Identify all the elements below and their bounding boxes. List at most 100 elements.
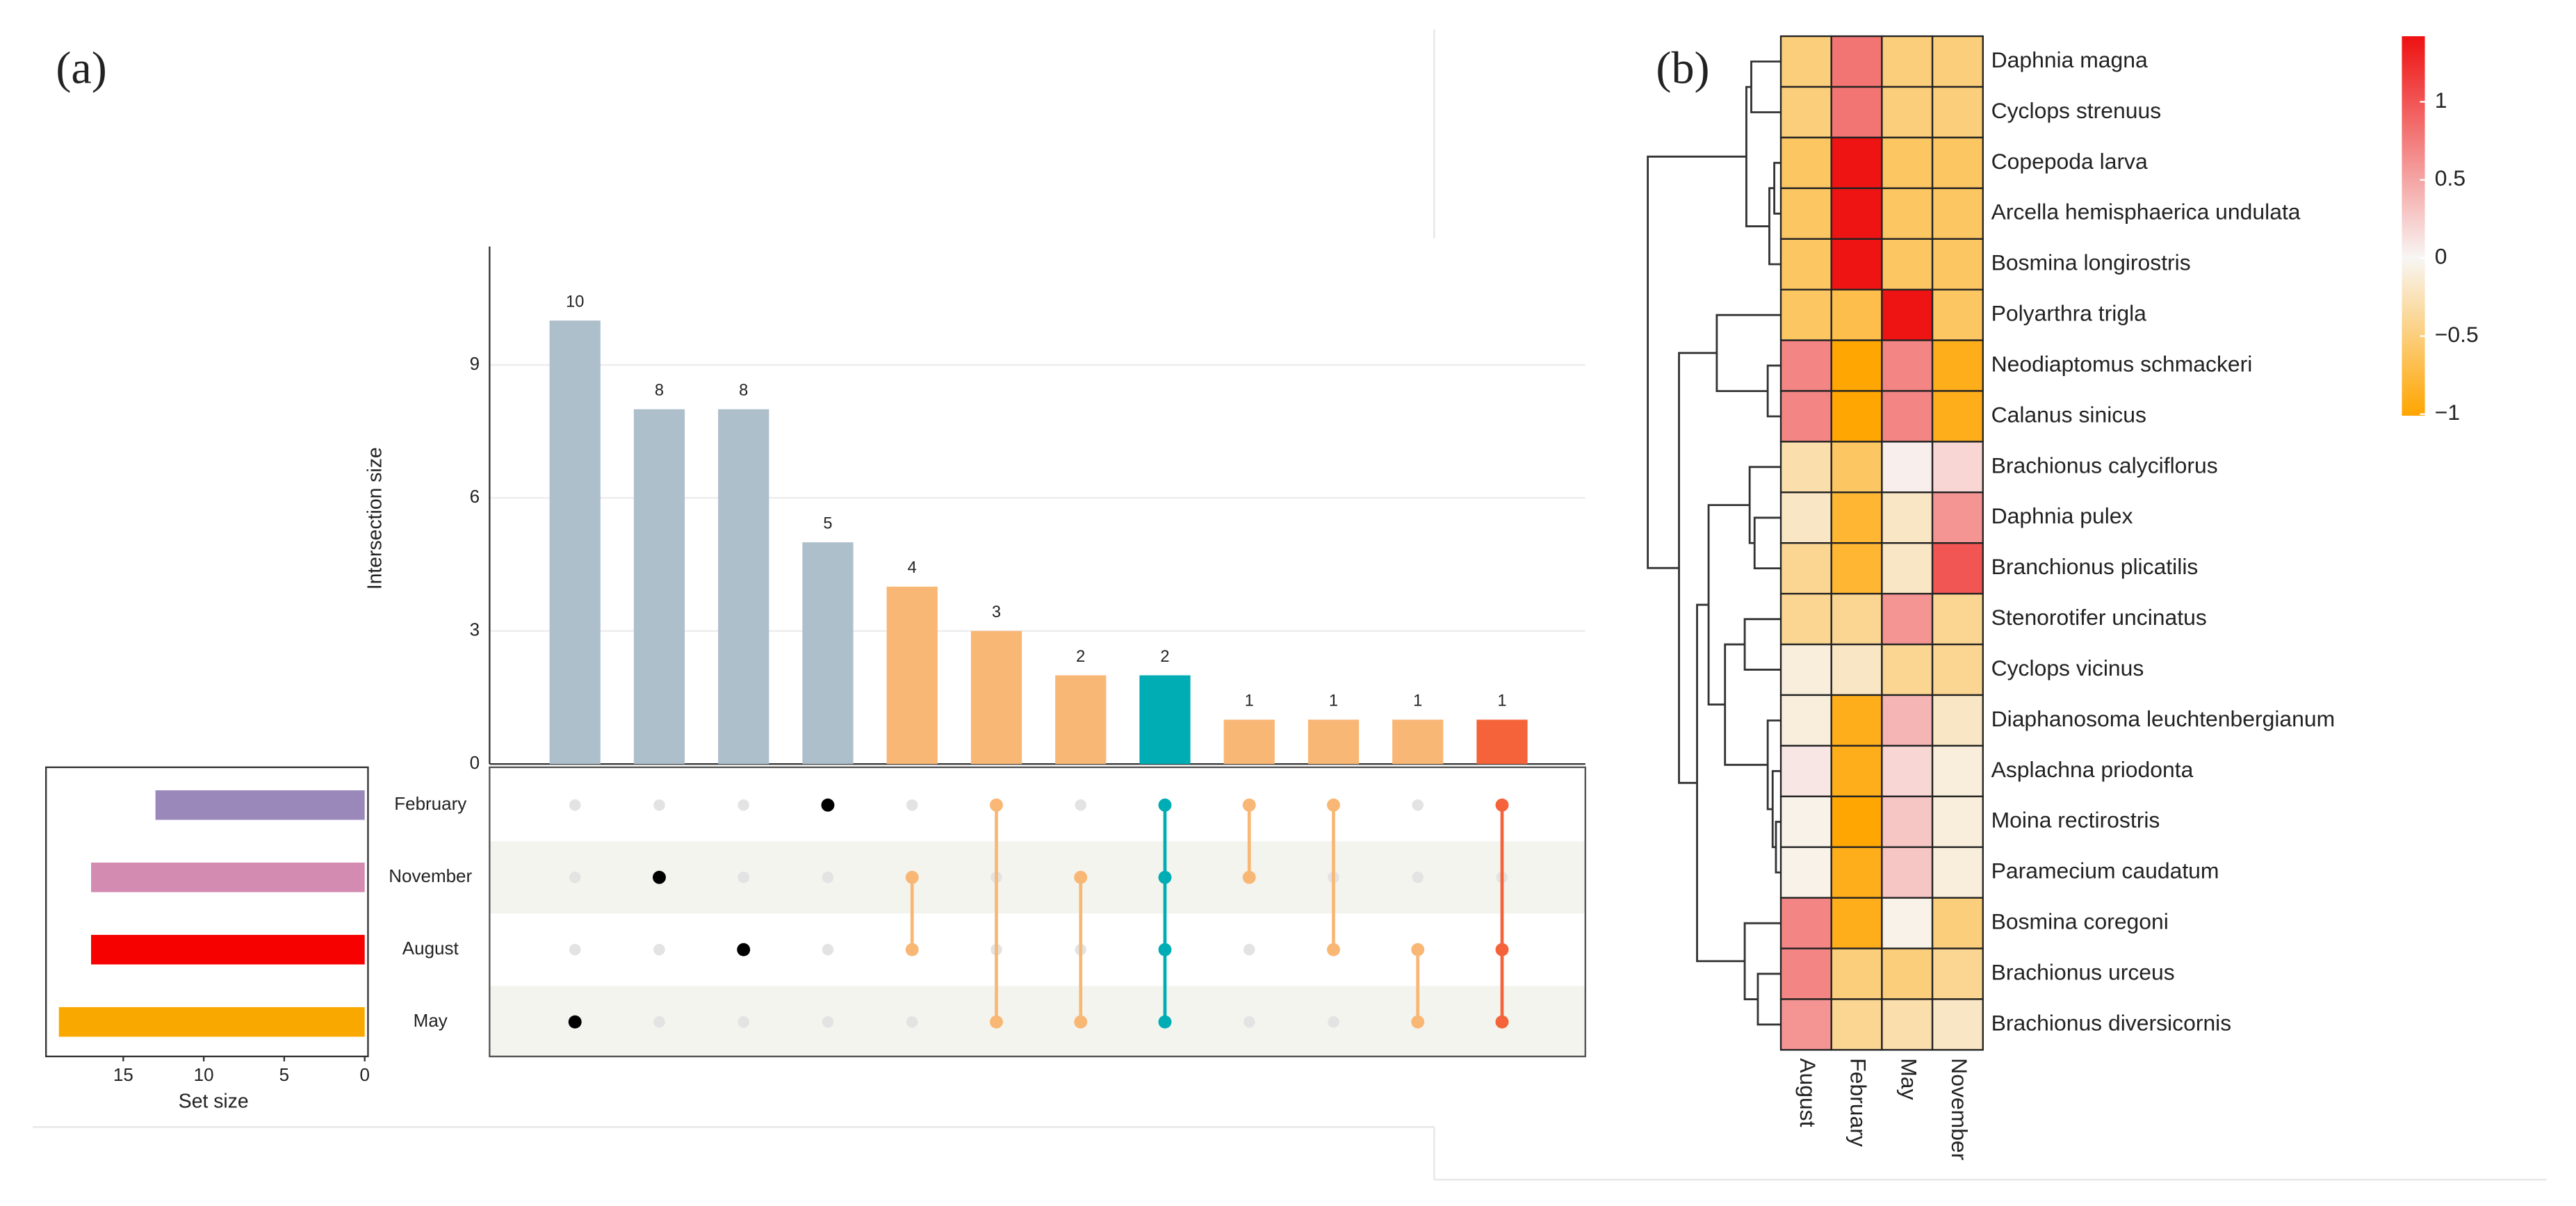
value-label: 4 bbox=[908, 559, 917, 577]
colorbar-tick-label: −1 bbox=[2435, 400, 2460, 425]
bar bbox=[718, 409, 769, 765]
inactive-dot bbox=[653, 1016, 665, 1028]
column-label: November bbox=[1947, 1058, 1972, 1160]
member-dot bbox=[1158, 798, 1172, 812]
heat-cell bbox=[1830, 643, 1883, 696]
inactive-dot bbox=[822, 871, 834, 883]
heat-cell bbox=[1931, 795, 1984, 848]
heat-cell bbox=[1931, 897, 1984, 950]
row-label: Bosmina coregoni bbox=[1991, 909, 2169, 934]
member-dot bbox=[1411, 943, 1425, 956]
value-label: 10 bbox=[566, 293, 584, 311]
inactive-dot bbox=[906, 1016, 918, 1028]
member-dot bbox=[905, 870, 919, 884]
set-size-frame bbox=[44, 766, 369, 1058]
row-label: Moina rectirostris bbox=[1991, 808, 2160, 833]
heat-cell bbox=[1931, 592, 1984, 646]
row-label: Branchionus plicatilis bbox=[1991, 554, 2199, 579]
inactive-dot bbox=[1243, 1016, 1255, 1028]
heat-cell bbox=[1931, 643, 1984, 696]
heat-cell bbox=[1779, 542, 1832, 595]
heat-cell bbox=[1779, 441, 1832, 494]
heat-cell bbox=[1779, 85, 1832, 139]
heat-cell bbox=[1931, 947, 1984, 1000]
heat-cell bbox=[1931, 998, 1984, 1051]
heat-cell bbox=[1830, 187, 1883, 240]
heat-cell bbox=[1881, 998, 1934, 1051]
matrix-frame bbox=[489, 766, 1586, 1058]
heat-cell bbox=[1779, 846, 1832, 899]
y-tick-label: 6 bbox=[470, 486, 480, 507]
heat-cell bbox=[1779, 795, 1832, 848]
heat-cell bbox=[1830, 35, 1883, 88]
value-label: 8 bbox=[655, 382, 664, 400]
set-size-bar bbox=[91, 934, 365, 965]
inactive-dot bbox=[737, 1016, 750, 1028]
inactive-dot bbox=[906, 799, 918, 811]
inactive-dot bbox=[653, 799, 665, 811]
set-label: August bbox=[402, 938, 459, 959]
inactive-dot bbox=[1075, 799, 1086, 811]
member-dot bbox=[653, 870, 666, 884]
heat-cell bbox=[1830, 288, 1883, 341]
x-tick-label: 5 bbox=[279, 1064, 289, 1085]
heat-cell bbox=[1830, 339, 1883, 392]
heat-cell bbox=[1830, 85, 1883, 139]
member-dot bbox=[1495, 798, 1509, 812]
y-tick-label: 9 bbox=[470, 353, 480, 374]
column-label: May bbox=[1896, 1058, 1921, 1100]
y-axis-label: Intersection size bbox=[364, 447, 386, 589]
colorbar-tick-label: 0.5 bbox=[2435, 165, 2465, 190]
member-dot bbox=[1074, 1015, 1088, 1029]
bar bbox=[1307, 719, 1360, 765]
heat-cell bbox=[1881, 136, 1934, 190]
value-label: 8 bbox=[739, 382, 748, 400]
heat-cell bbox=[1830, 390, 1883, 443]
value-label: 1 bbox=[1413, 692, 1422, 710]
row-label: Cyclops vicinus bbox=[1991, 655, 2144, 681]
value-label: 5 bbox=[823, 514, 832, 532]
heat-cell bbox=[1779, 238, 1832, 291]
bar bbox=[1055, 675, 1107, 765]
member-dot bbox=[1327, 943, 1340, 956]
set-label: May bbox=[414, 1010, 448, 1031]
y-tick-label: 0 bbox=[470, 752, 480, 773]
bar bbox=[1139, 675, 1191, 765]
set-size-bar bbox=[58, 1007, 365, 1037]
heat-cell bbox=[1779, 136, 1832, 190]
heat-cell bbox=[1881, 947, 1934, 1000]
member-dot bbox=[1158, 943, 1172, 956]
heat-cell bbox=[1830, 947, 1883, 1000]
inactive-dot bbox=[1243, 943, 1255, 956]
inactive-dot bbox=[822, 943, 834, 956]
member-dot bbox=[1327, 798, 1340, 812]
heat-cell bbox=[1830, 542, 1883, 595]
member-dot bbox=[568, 1015, 582, 1029]
row-label: Cyclops strenuus bbox=[1991, 98, 2162, 123]
bar bbox=[802, 542, 854, 765]
member-dot bbox=[821, 798, 835, 812]
inactive-dot bbox=[569, 799, 581, 811]
heat-cell bbox=[1779, 288, 1832, 341]
heat-cell bbox=[1830, 795, 1883, 848]
heat-cell bbox=[1881, 744, 1934, 797]
value-label: 1 bbox=[1245, 692, 1254, 710]
inactive-dot bbox=[1328, 1016, 1339, 1028]
inactive-dot bbox=[822, 1016, 834, 1028]
colorbar-tick-label: 0 bbox=[2435, 244, 2447, 269]
bar bbox=[633, 409, 685, 765]
member-dot bbox=[1242, 870, 1256, 884]
heat-cell bbox=[1779, 744, 1832, 797]
colorbar-tick-label: −0.5 bbox=[2435, 322, 2479, 347]
bar bbox=[1476, 719, 1528, 765]
heat-cell bbox=[1881, 288, 1934, 341]
heat-cell bbox=[1830, 491, 1883, 544]
heat-cell bbox=[1881, 390, 1934, 443]
heat-cell bbox=[1931, 390, 1984, 443]
heat-cell bbox=[1931, 136, 1984, 190]
member-dot bbox=[905, 943, 919, 956]
column-label: February bbox=[1846, 1058, 1871, 1147]
bar bbox=[886, 586, 938, 765]
heat-cell bbox=[1830, 846, 1883, 899]
heat-cell bbox=[1779, 694, 1832, 747]
